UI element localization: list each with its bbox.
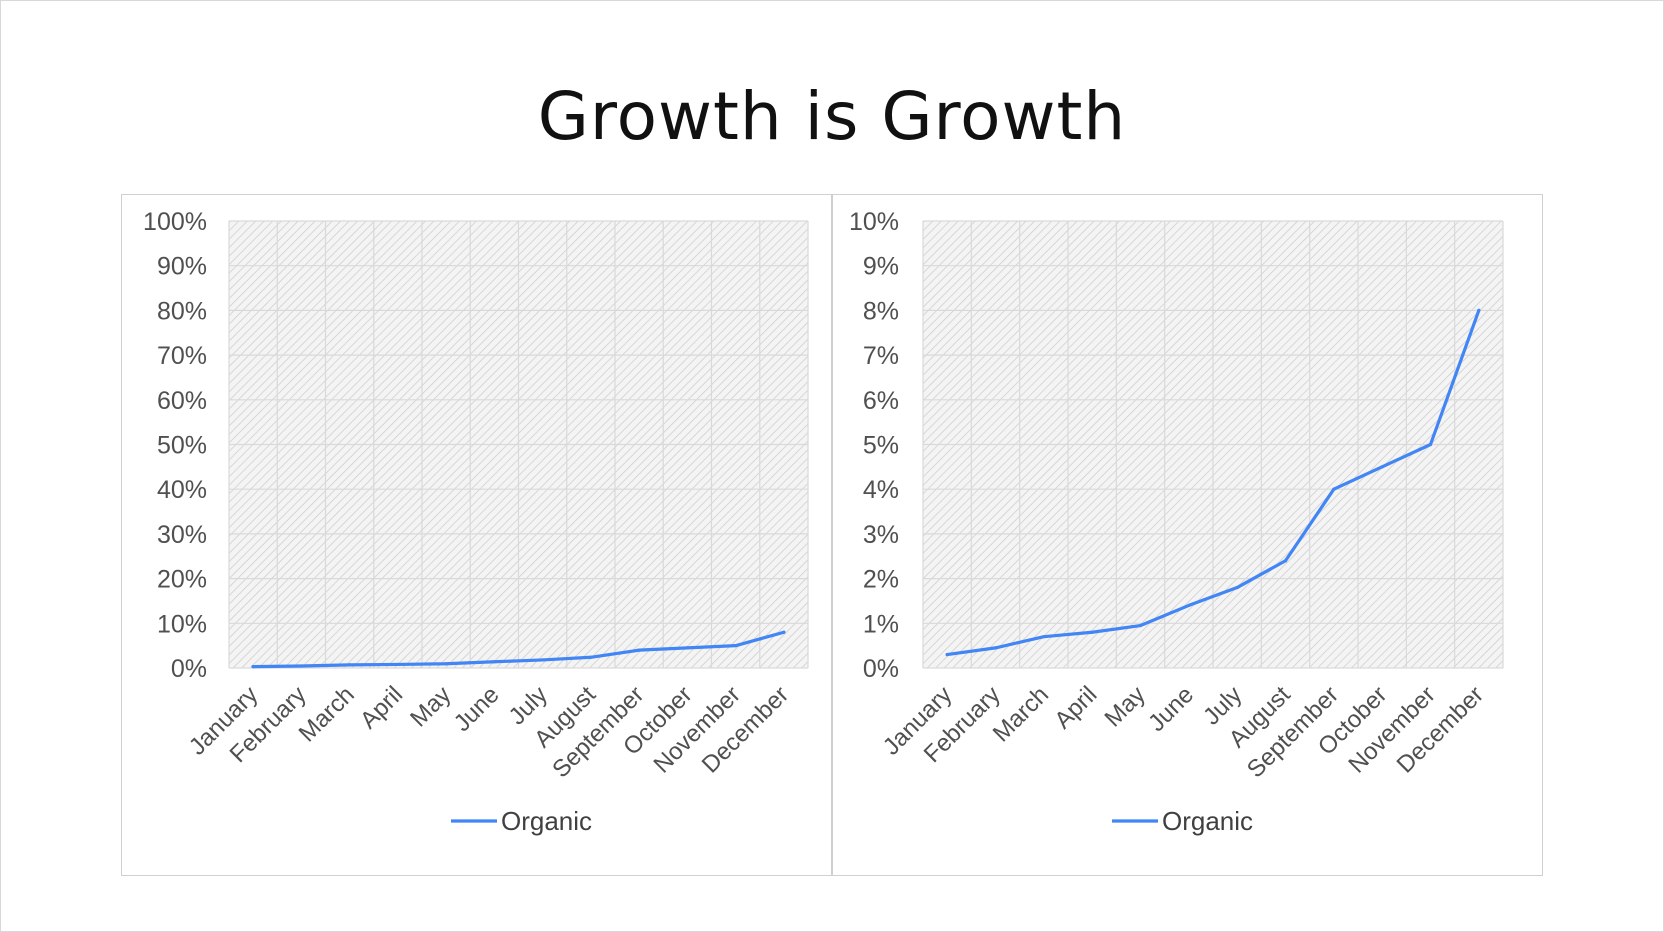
data-point [589, 655, 593, 659]
data-point [1187, 603, 1191, 608]
data-point [637, 648, 641, 652]
x-tick-label: April [355, 681, 408, 734]
y-tick-label: 1% [863, 610, 899, 638]
data-point [782, 630, 786, 634]
data-point [444, 662, 448, 666]
chart-left: 0%10%20%30%40%50%60%70%80%90%100%January… [143, 208, 809, 836]
y-tick-label: 0% [171, 655, 207, 683]
data-point [396, 662, 400, 667]
y-tick-label: 10% [157, 610, 207, 638]
charts-divider [831, 194, 833, 876]
y-tick-label: 7% [863, 342, 899, 370]
series-line-organic [945, 308, 1481, 657]
y-tick-label: 80% [157, 297, 207, 325]
data-point [1138, 623, 1143, 628]
y-tick-label: 50% [157, 432, 207, 460]
data-point [945, 652, 949, 657]
y-tick-label: 20% [157, 566, 207, 594]
y-tick-label: 2% [863, 566, 899, 594]
data-point [299, 664, 303, 668]
x-tick-label: March [294, 681, 360, 747]
data-point [685, 646, 689, 650]
data-point [1428, 442, 1433, 447]
y-tick-label: 9% [863, 253, 899, 281]
data-point [1283, 559, 1288, 563]
slide-title: Growth is Growth [537, 78, 1127, 155]
data-point [1235, 585, 1239, 590]
legend-label: Organic [501, 806, 592, 836]
y-tick-label: 3% [863, 521, 899, 549]
y-tick-label: 4% [863, 476, 899, 504]
y-tick-label: 90% [157, 253, 207, 281]
data-point [251, 665, 255, 669]
y-tick-label: 10% [849, 208, 899, 236]
x-tick-label: May [405, 681, 456, 732]
data-point [1090, 630, 1094, 634]
y-tick-label: 40% [157, 476, 207, 504]
chart-right: 0%1%2%3%4%5%6%7%8%9%10%JanuaryFebruaryMa… [849, 208, 1504, 836]
x-tick-label: June [449, 681, 505, 737]
data-point [541, 658, 545, 662]
x-tick-label: April [1049, 681, 1102, 734]
data-point [1477, 308, 1481, 312]
data-point [734, 644, 738, 648]
y-tick-label: 70% [157, 342, 207, 370]
x-tick-label: June [1143, 681, 1199, 737]
y-tick-label: 0% [863, 655, 899, 683]
y-tick-label: 5% [863, 432, 899, 460]
x-tick-label: March [988, 681, 1054, 747]
data-point [1332, 487, 1336, 491]
y-tick-label: 8% [863, 297, 899, 325]
y-tick-label: 100% [143, 208, 207, 236]
series-line-organic [251, 630, 786, 669]
y-tick-label: 6% [863, 387, 899, 415]
x-tick-label: May [1100, 681, 1151, 732]
data-point [348, 663, 352, 667]
data-point [1380, 465, 1384, 469]
legend-label: Organic [1162, 806, 1253, 836]
y-tick-label: 60% [157, 387, 207, 415]
y-tick-label: 30% [157, 521, 207, 549]
data-point [492, 660, 496, 664]
data-point [993, 646, 998, 650]
data-point [1042, 635, 1046, 639]
